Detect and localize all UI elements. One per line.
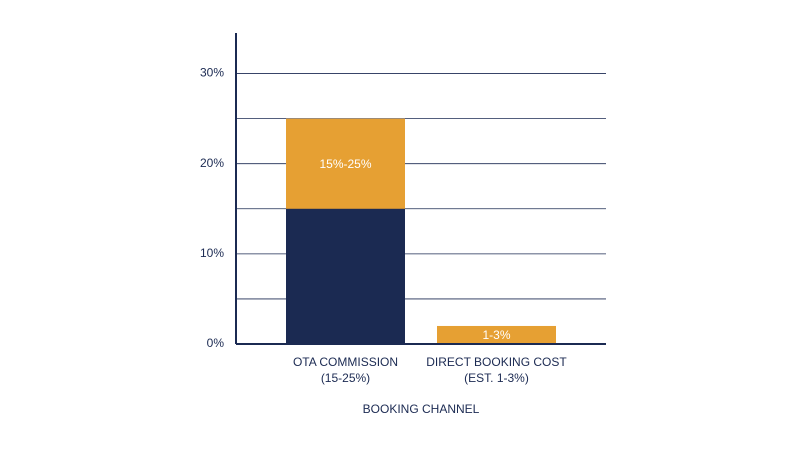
- segment-label: 15%-25%: [319, 157, 371, 171]
- x-tick-label: OTA COMMISSION: [293, 355, 398, 369]
- y-tick-label: 10%: [200, 246, 224, 260]
- y-tick-label: 0%: [207, 336, 225, 350]
- x-axis-label: BOOKING CHANNEL: [363, 402, 480, 416]
- segment-label: 1-3%: [482, 328, 510, 342]
- x-tick-label: (EST. 1-3%): [464, 371, 529, 385]
- x-tick-label: DIRECT BOOKING COST: [426, 355, 567, 369]
- x-tick-label: (15-25%): [321, 371, 370, 385]
- bar-segment: [286, 118, 405, 209]
- y-tick-label: 20%: [200, 156, 224, 170]
- bar-segment: [286, 208, 405, 344]
- bar-segment: [437, 325, 556, 344]
- y-tick-label: 30%: [200, 66, 224, 80]
